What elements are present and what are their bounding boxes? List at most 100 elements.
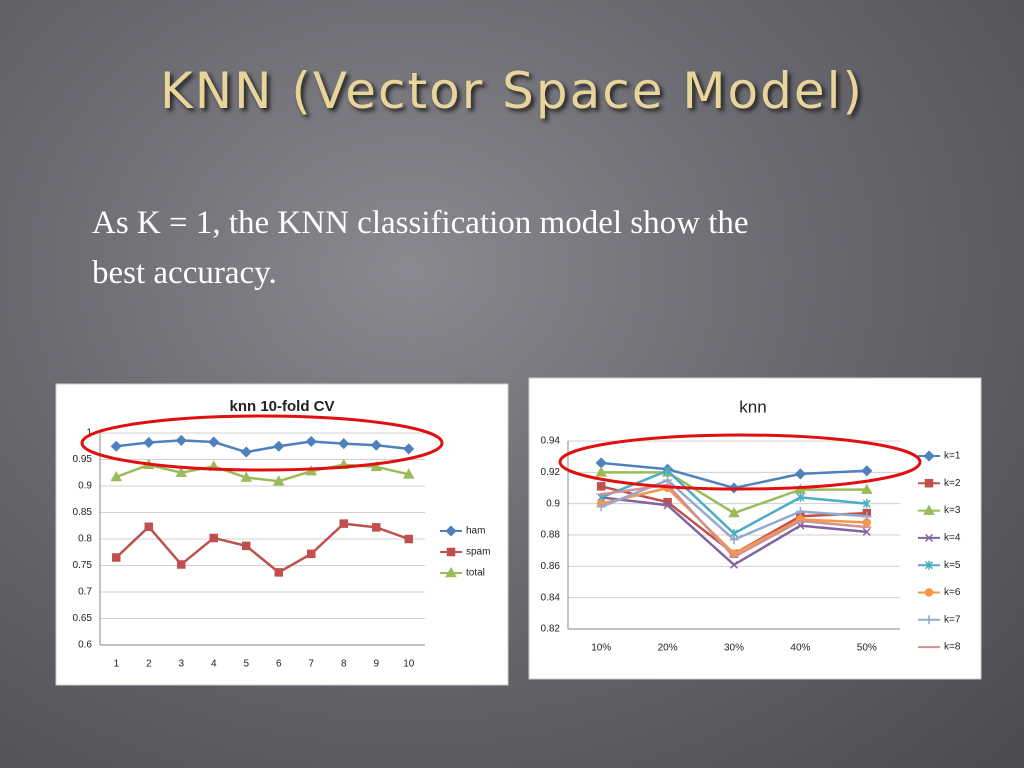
marker — [175, 466, 188, 477]
marker — [596, 482, 606, 491]
y-tick-label: 0.8 — [78, 534, 92, 545]
marker — [370, 439, 382, 451]
y-tick-label: 0.9 — [546, 498, 560, 509]
x-tick-label: 30% — [724, 643, 744, 654]
x-tick-label: 3 — [178, 659, 184, 670]
legend-label: k=7 — [944, 614, 961, 625]
legend-label: k=1 — [944, 451, 961, 462]
marker — [861, 465, 873, 477]
marker — [240, 471, 253, 482]
marker — [307, 549, 316, 559]
x-tick-label: 1 — [113, 659, 119, 670]
marker — [209, 533, 218, 543]
series-line — [115, 522, 410, 574]
y-tick-label: 0.95 — [73, 454, 93, 465]
y-tick-label: 0.94 — [541, 436, 561, 447]
marker — [862, 499, 871, 509]
marker — [339, 519, 348, 528]
marker — [305, 465, 318, 476]
marker — [862, 511, 872, 521]
marker — [372, 523, 381, 532]
marker — [924, 533, 934, 542]
y-tick-label: 0.82 — [541, 624, 561, 635]
marker — [242, 541, 251, 551]
legend-label: k=4 — [944, 533, 961, 544]
slide-title: KNN (Vector Space Model) — [159, 62, 865, 120]
y-tick-label: 0.7 — [78, 587, 92, 598]
legend-label: ham — [466, 526, 485, 537]
legend-label: spam — [466, 547, 490, 558]
x-tick-label: 10 — [403, 659, 415, 670]
y-tick-label: 0.9 — [78, 481, 92, 492]
x-tick-label: 9 — [373, 659, 379, 670]
marker — [177, 560, 186, 569]
x-tick-label: 6 — [276, 659, 282, 670]
marker — [924, 615, 934, 625]
marker — [112, 553, 121, 562]
marker — [862, 527, 871, 536]
chart-frame — [528, 377, 982, 680]
legend-label: k=5 — [944, 560, 961, 571]
body-text: As K = 1, the KNN classification model s… — [92, 205, 749, 291]
y-tick-label: 0.86 — [541, 561, 561, 572]
x-tick-label: 5 — [243, 659, 249, 670]
legend-label: total — [466, 568, 485, 579]
x-tick-label: 7 — [308, 659, 314, 670]
marker — [338, 438, 350, 450]
y-tick-label: 0.6 — [78, 640, 92, 651]
marker — [595, 466, 607, 477]
x-tick-label: 50% — [857, 643, 877, 654]
marker — [274, 568, 283, 577]
marker — [923, 450, 935, 462]
legend-label: k=8 — [944, 642, 961, 653]
marker — [402, 468, 415, 479]
chart-frame — [55, 383, 509, 686]
y-tick-label: 0.85 — [73, 507, 93, 518]
marker — [924, 560, 934, 570]
highlight-ellipse — [558, 433, 922, 491]
chart-title: knn 10-fold CV — [229, 398, 334, 415]
marker — [596, 502, 606, 512]
legend-label: k=3 — [944, 505, 961, 516]
marker — [110, 440, 122, 452]
marker — [445, 525, 457, 537]
x-tick-label: 10% — [591, 643, 611, 654]
legend-label: k=2 — [944, 478, 961, 489]
series-line — [116, 439, 409, 454]
y-tick-label: 0.65 — [73, 613, 93, 624]
marker — [795, 507, 805, 516]
y-tick-label: 0.92 — [541, 467, 561, 478]
y-tick-label: 1 — [86, 428, 92, 439]
marker — [445, 566, 457, 578]
marker — [110, 470, 123, 482]
marker — [305, 435, 317, 448]
y-tick-label: 0.88 — [541, 530, 561, 541]
marker — [404, 534, 413, 544]
marker — [143, 436, 155, 449]
marker — [728, 507, 740, 518]
marker — [796, 492, 805, 502]
marker — [446, 547, 456, 557]
marker — [663, 466, 672, 476]
marker — [924, 588, 934, 597]
x-tick-label: 40% — [790, 643, 810, 654]
marker — [370, 460, 383, 472]
x-tick-label: 8 — [341, 659, 347, 670]
marker — [175, 434, 187, 446]
marker — [663, 501, 672, 510]
marker — [861, 483, 873, 494]
x-tick-label: 20% — [658, 643, 678, 654]
marker — [144, 522, 153, 532]
marker — [272, 475, 285, 486]
highlight-ellipse — [80, 414, 444, 472]
chart-title: knn — [739, 397, 766, 416]
marker — [729, 560, 739, 569]
marker — [403, 443, 415, 455]
marker — [924, 479, 934, 488]
y-tick-label: 0.84 — [541, 592, 561, 603]
x-tick-label: 4 — [211, 659, 217, 670]
marker — [663, 475, 673, 485]
marker — [794, 468, 806, 480]
marker — [240, 446, 252, 458]
